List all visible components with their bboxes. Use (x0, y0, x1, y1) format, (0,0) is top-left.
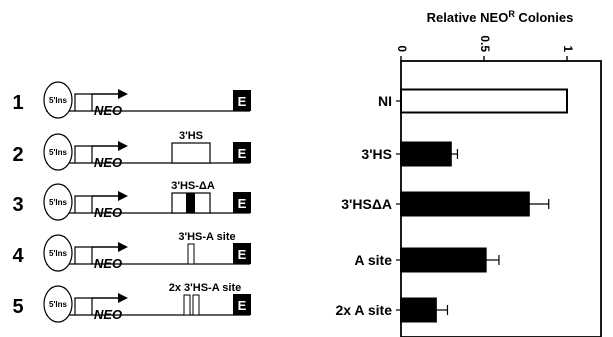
x-tick-label: 1 (561, 45, 575, 52)
promoter-label: 5'Ins (49, 300, 67, 309)
insert-label: 3'HS-ΔA (171, 180, 215, 192)
arrow-head-icon (118, 242, 128, 252)
gene-label: NEO (94, 256, 122, 271)
enhancer-label: E (238, 247, 247, 262)
x-tick-label: 0 (395, 45, 409, 52)
category-label: 2x A site (335, 302, 392, 318)
arrow-head-icon (118, 191, 128, 201)
category-labels: NI 3'HS 3'HSΔA A site 2x A site (335, 93, 392, 318)
construct-5: 5 5'Ins NEO E 2x 3'HS-A site (12, 282, 251, 323)
enhancer-label: E (238, 146, 247, 161)
category-label: A site (354, 252, 392, 268)
gene-box (74, 297, 93, 315)
enhancer-box (233, 142, 251, 163)
enhancer-box (233, 192, 251, 213)
x-axis-ticks: 0 0.5 1 (395, 35, 575, 61)
arrow-head-icon (118, 141, 128, 151)
category-label: 3'HS (361, 146, 392, 162)
arrow-head-icon (118, 293, 128, 303)
bars (396, 88, 568, 323)
enhancer-box (233, 90, 251, 111)
a-site-insert (187, 243, 195, 265)
arrow-head-icon (118, 89, 128, 99)
construct-number: 1 (12, 92, 23, 114)
gene-box (74, 93, 93, 111)
enhancer-label: E (238, 298, 247, 313)
promoter-ellipse (43, 183, 73, 221)
bar (400, 88, 568, 114)
insert-label: 2x 3'HS-A site (169, 282, 242, 294)
gene-box (74, 246, 93, 264)
bar (400, 247, 487, 273)
gene-box (74, 195, 93, 213)
gene-box (74, 145, 93, 163)
category-label: NI (378, 93, 392, 109)
insert-label: 3'HS-A site (178, 231, 235, 243)
construct-2: 2 5'Ins NEO E 3'HS (12, 130, 251, 171)
hs-insert (171, 142, 211, 164)
construct-diagrams: 1 5'Ins NEO E 2 5'Ins NEO E 3'HS 3 5'Ins NEO E 3'HS-Δ… (12, 81, 251, 323)
gene-label: NEO (94, 307, 122, 322)
promoter-ellipse (43, 234, 73, 272)
bar (400, 141, 452, 167)
enhancer-box (233, 294, 251, 315)
construct-1: 1 5'Ins NEO E (12, 81, 251, 119)
x-tick-label: 0.5 (478, 35, 492, 52)
promoter-label: 5'Ins (49, 148, 67, 157)
deleted-a-site (186, 193, 195, 213)
promoter-label: 5'Ins (49, 96, 67, 105)
a-site-insert-1 (183, 294, 191, 316)
bar-chart: Relative NEOR Colonies 0 0.5 1 NI3'HS3'HSΔ… (335, 9, 602, 337)
construct-number: 2 (12, 144, 23, 166)
gene-label: NEO (94, 155, 122, 170)
promoter-ellipse (43, 133, 73, 171)
construct-number: 4 (12, 245, 24, 267)
promoter-ellipse (43, 81, 73, 119)
bar (400, 297, 437, 323)
a-site-insert-2 (192, 294, 200, 316)
chart-title: Relative NEOR Colonies (427, 9, 574, 25)
construct-number: 3 (12, 194, 23, 216)
gene-label: NEO (94, 205, 122, 220)
gene-label: NEO (94, 103, 122, 118)
category-label: 3'HSΔA (341, 196, 392, 212)
enhancer-label: E (238, 94, 247, 109)
enhancer-box (233, 243, 251, 264)
promoter-label: 5'Ins (49, 249, 67, 258)
promoter-label: 5'Ins (49, 198, 67, 207)
insert-label: 3'HS (179, 130, 203, 142)
construct-number: 5 (12, 296, 23, 318)
construct-4: 4 5'Ins NEO E3'HS-A site (12, 231, 251, 272)
bar (400, 191, 530, 217)
construct-3: 3 5'Ins NEO E 3'HS-ΔA (12, 180, 251, 221)
promoter-ellipse (43, 285, 73, 323)
enhancer-label: E (238, 196, 247, 211)
